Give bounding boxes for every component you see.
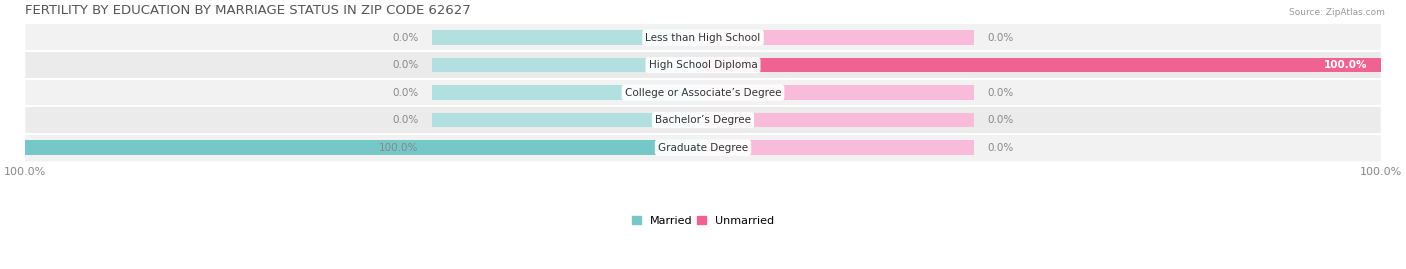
Bar (432, 113, 703, 127)
Bar (432, 30, 703, 45)
Bar (25, 140, 703, 155)
Text: 0.0%: 0.0% (987, 115, 1014, 125)
Text: 0.0%: 0.0% (987, 88, 1014, 98)
Bar (703, 113, 974, 127)
Bar (703, 58, 974, 72)
FancyBboxPatch shape (25, 51, 1381, 79)
Bar (703, 140, 974, 155)
FancyBboxPatch shape (25, 134, 1381, 161)
Text: High School Diploma: High School Diploma (648, 60, 758, 70)
Text: 0.0%: 0.0% (987, 33, 1014, 43)
Text: 0.0%: 0.0% (987, 143, 1014, 153)
Text: 100.0%: 100.0% (1323, 60, 1367, 70)
Bar (432, 140, 703, 155)
Text: FERTILITY BY EDUCATION BY MARRIAGE STATUS IN ZIP CODE 62627: FERTILITY BY EDUCATION BY MARRIAGE STATU… (25, 4, 471, 17)
FancyBboxPatch shape (25, 106, 1381, 134)
FancyBboxPatch shape (25, 79, 1381, 106)
Bar (432, 86, 703, 100)
Text: 0.0%: 0.0% (392, 115, 419, 125)
Text: 0.0%: 0.0% (392, 60, 419, 70)
Text: College or Associate’s Degree: College or Associate’s Degree (624, 88, 782, 98)
FancyBboxPatch shape (25, 24, 1381, 51)
Text: 0.0%: 0.0% (392, 88, 419, 98)
Bar (703, 86, 974, 100)
Text: Source: ZipAtlas.com: Source: ZipAtlas.com (1289, 8, 1385, 17)
Bar (703, 30, 974, 45)
Bar (432, 58, 703, 72)
Text: Less than High School: Less than High School (645, 33, 761, 43)
Text: 0.0%: 0.0% (392, 33, 419, 43)
Text: Graduate Degree: Graduate Degree (658, 143, 748, 153)
Text: Bachelor’s Degree: Bachelor’s Degree (655, 115, 751, 125)
Legend: Married, Unmarried: Married, Unmarried (627, 211, 779, 230)
Text: 100.0%: 100.0% (380, 143, 419, 153)
Bar (703, 58, 1381, 72)
